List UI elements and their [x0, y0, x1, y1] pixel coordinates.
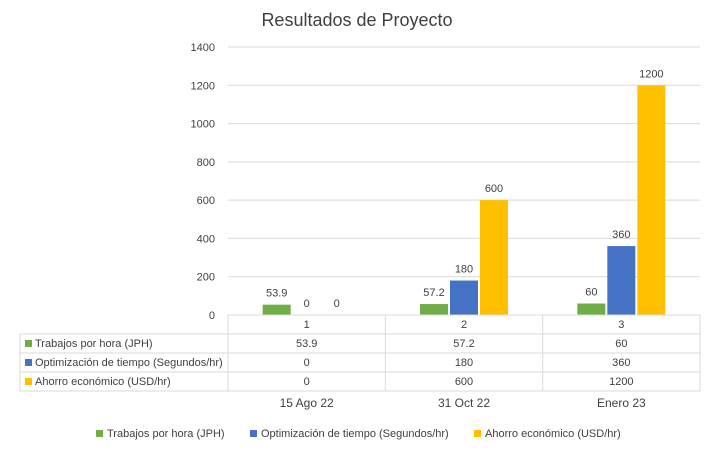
- bar: [480, 200, 508, 315]
- secondary-category-label: 31 Oct 22: [438, 396, 490, 410]
- y-tick-label: 400: [197, 233, 215, 245]
- data-label: 360: [612, 229, 630, 241]
- data-label: 600: [485, 183, 503, 195]
- secondary-category-label: Enero 23: [597, 396, 646, 410]
- legend-label: Trabajos por hora (JPH): [107, 428, 225, 440]
- secondary-category-label: 15 Ago 22: [280, 396, 334, 410]
- legend-label: Optimización de tiempo (Segundos/hr): [261, 428, 449, 440]
- y-tick-label: 1200: [191, 80, 215, 92]
- y-tick-label: 600: [197, 195, 215, 207]
- table-cell: 57.2: [453, 338, 474, 350]
- data-label: 0: [304, 298, 310, 310]
- table-cell: 60: [615, 338, 627, 350]
- legend-label: Ahorro económico (USD/hr): [485, 428, 621, 440]
- table-cell: 53.9: [296, 338, 317, 350]
- data-label: 180: [455, 264, 473, 276]
- x-tick-label: 2: [461, 319, 467, 331]
- data-label: 1200: [639, 68, 663, 80]
- table-cell: 0: [304, 376, 310, 388]
- table-legend-key: [25, 340, 32, 347]
- bar: [262, 304, 291, 315]
- y-tick-label: 1400: [191, 42, 215, 54]
- bar: [637, 85, 666, 316]
- data-label: 0: [334, 298, 340, 310]
- y-tick-label: 0: [209, 310, 215, 322]
- y-tick-label: 800: [197, 157, 215, 169]
- data-label: 57.2: [423, 287, 444, 299]
- gridlines: [228, 46, 700, 278]
- legend: Trabajos por hora (JPH) Optimización de t…: [96, 428, 621, 440]
- data-label: 60: [585, 287, 597, 299]
- table-row-label: Ahorro económico (USD/hr): [35, 376, 171, 388]
- table-row-label: Trabajos por hora (JPH): [35, 338, 153, 350]
- y-tick-label: 1000: [191, 119, 215, 131]
- bar: [420, 304, 448, 315]
- bar: [577, 303, 606, 315]
- x-tick-label: 1: [304, 319, 310, 331]
- y-tick-label: 200: [197, 272, 215, 284]
- y-axis: 0 200 400 600 800 1000 1200 1400: [191, 42, 215, 322]
- legend-key: [96, 430, 103, 437]
- table-cell: 180: [455, 357, 473, 369]
- table-cell: 360: [612, 357, 630, 369]
- legend-key: [250, 430, 257, 437]
- data-label: 53.9: [266, 288, 287, 300]
- legend-key: [474, 430, 481, 437]
- table-legend-key: [25, 359, 32, 366]
- table-legend-key: [25, 378, 32, 385]
- table-cell: 1200: [609, 376, 633, 388]
- table-cell: 0: [304, 357, 310, 369]
- bar: [450, 280, 478, 315]
- table-row-label: Optimización de tiempo (Segundos/hr): [35, 357, 223, 369]
- bar: [607, 246, 636, 315]
- x-tick-label: 3: [618, 319, 624, 331]
- data-table: 1 2 3 Trabajos por hora (JPH) 53.9 57.2 60 Opti…: [19, 314, 701, 410]
- table-cell: 600: [455, 376, 473, 388]
- chart-title: Resultados de Proyecto: [261, 10, 452, 30]
